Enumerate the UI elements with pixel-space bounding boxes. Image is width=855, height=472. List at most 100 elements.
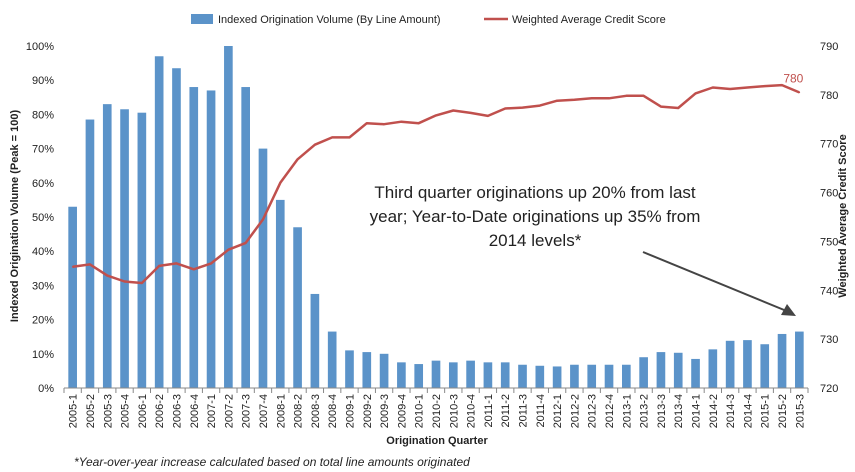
x-tick-label: 2012-4	[604, 394, 616, 428]
volume-bar	[327, 331, 337, 388]
x-axis: 2005-1 2005-2 2005-3 2005-4 2006-1 2006-2 2006…	[63, 387, 809, 428]
credit-score-point	[746, 86, 749, 89]
x-tick-label: 2012-1	[552, 394, 564, 428]
volume-bar	[535, 365, 545, 388]
volume-bar	[795, 331, 804, 388]
credit-score-point	[608, 97, 610, 100]
credit-score-point	[314, 143, 316, 146]
volume-bar	[362, 352, 372, 388]
volume-bar	[622, 364, 631, 388]
credit-score-point	[452, 109, 455, 112]
x-tick-label: 2006-3	[171, 394, 183, 428]
volume-bar	[345, 350, 354, 388]
credit-score-point	[504, 107, 507, 110]
x-tick-label: 2010-3	[448, 394, 460, 428]
y-axis-right-title: Weighted Average Credit Score	[837, 134, 849, 297]
credit-score-point	[712, 86, 714, 89]
y-left-tick-label: 50%	[32, 212, 54, 224]
credit-score-point	[417, 122, 420, 124]
x-tick-label: 2005-2	[85, 394, 97, 428]
x-tick-label: 2008-4	[327, 394, 339, 428]
annotation-line-3: 2014 levels*	[489, 231, 582, 250]
volume-bar	[224, 46, 233, 388]
y-right-tick-label: 770	[820, 139, 838, 151]
x-tick-label: 2009-1	[344, 394, 356, 428]
volume-bar	[518, 364, 527, 388]
credit-score-point	[781, 84, 783, 86]
x-tick-label: 2014-1	[691, 394, 703, 428]
volume-bar	[120, 109, 129, 389]
x-tick-label: 2015-1	[760, 394, 772, 428]
volume-bar	[604, 364, 614, 388]
volume-bar	[293, 227, 302, 388]
y-left-tick-label: 40%	[32, 246, 54, 258]
x-tick-label: 2006-2	[154, 394, 166, 428]
volume-bar	[656, 352, 666, 388]
footnote: *Year-over-year increase calculated base…	[74, 455, 470, 469]
credit-score-point	[521, 106, 524, 109]
x-tick-label: 2013-1	[621, 394, 633, 428]
x-tick-label: 2011-4	[535, 394, 547, 427]
credit-score-point	[331, 136, 333, 139]
credit-score-point	[262, 218, 264, 221]
credit-score-point	[798, 91, 801, 94]
volume-bar	[673, 352, 683, 388]
credit-score-point	[677, 107, 680, 109]
legend-label-volume: Indexed Origination Volume (By Line Amou…	[218, 14, 441, 26]
volume-bar	[500, 362, 510, 388]
x-tick-label: 2007-1	[206, 394, 218, 428]
credit-score-point	[106, 274, 109, 277]
x-tick-label: 2007-2	[223, 394, 235, 428]
volume-bar	[310, 293, 320, 388]
x-tick-label: 2013-2	[639, 394, 651, 428]
x-tick-label: 2008-1	[275, 394, 287, 428]
annotation: Third quarter originations up 20% from l…	[370, 183, 796, 316]
credit-score-point	[279, 182, 282, 184]
credit-score-point	[348, 136, 351, 139]
credit-score-point	[244, 242, 247, 244]
credit-score-point	[210, 262, 212, 265]
credit-score-point	[590, 97, 593, 100]
credit-score-point	[71, 266, 74, 268]
y-right-tick-label: 720	[820, 383, 838, 395]
volume-bar	[691, 358, 700, 388]
credit-score-point	[487, 115, 489, 117]
volume-bar	[743, 340, 752, 388]
x-tick-label: 2010-4	[466, 394, 478, 428]
volume-bar	[708, 349, 718, 388]
credit-score-end-label: 780	[783, 71, 803, 85]
x-tick-label: 2015-3	[794, 394, 806, 428]
credit-score-point	[660, 105, 662, 108]
credit-score-point	[89, 263, 91, 266]
credit-score-point	[192, 268, 195, 271]
volume-bar	[760, 344, 770, 388]
x-tick-label: 2010-1	[414, 394, 426, 428]
x-tick-label: 2009-4	[396, 394, 408, 428]
credit-score-series	[71, 83, 801, 285]
y-right-tick-label: 740	[820, 285, 838, 297]
volume-bar	[431, 360, 441, 388]
credit-score-point	[123, 280, 126, 283]
x-tick-label: 2013-3	[656, 394, 668, 428]
x-tick-label: 2011-3	[518, 394, 530, 427]
y-left-tick-label: 80%	[32, 109, 54, 121]
credit-score-point	[296, 158, 299, 161]
volume-bar	[397, 362, 406, 388]
y-left-tick-label: 10%	[32, 349, 54, 361]
x-tick-label: 2007-3	[241, 394, 253, 428]
x-tick-label: 2014-4	[742, 394, 754, 428]
y-right-tick-label: 760	[820, 188, 838, 200]
y-left-tick-label: 90%	[32, 75, 54, 87]
legend-swatch-volume	[191, 14, 213, 24]
volume-bar	[552, 366, 562, 388]
x-tick-label: 2007-4	[258, 394, 270, 428]
credit-score-point	[573, 98, 576, 101]
y-left-tick-label: 0%	[38, 383, 54, 395]
y-axis-left-ticks: 0% 10% 20% 30% 40% 50% 60% 70% 80% 90% 100%	[26, 41, 54, 395]
credit-score-point	[365, 122, 368, 124]
x-tick-label: 2005-4	[120, 394, 132, 428]
y-right-tick-label: 780	[820, 90, 838, 102]
x-tick-label: 2008-2	[293, 394, 305, 428]
credit-score-point	[694, 92, 697, 95]
